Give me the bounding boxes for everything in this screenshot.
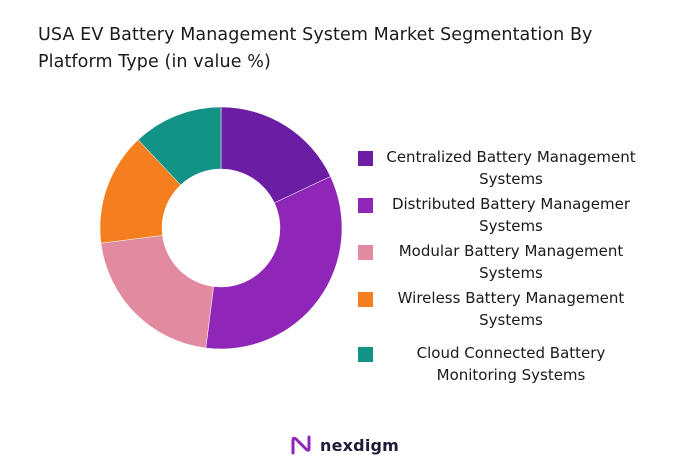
donut-slices bbox=[99, 106, 343, 350]
legend-item-centralized: Centralized Battery Management Systems bbox=[358, 146, 668, 193]
legend-item-cloud: Cloud Connected Battery Monitoring Syste… bbox=[358, 342, 668, 389]
donut-slice-2 bbox=[205, 176, 343, 350]
legend-swatch bbox=[358, 151, 373, 166]
brand-name: nexdigm bbox=[320, 435, 400, 455]
legend-item-modular: Modular Battery Management Systems bbox=[358, 240, 668, 287]
brand-footer: nexdigm bbox=[290, 433, 399, 457]
legend-swatch bbox=[358, 245, 373, 260]
donut-slice-5 bbox=[137, 106, 222, 186]
legend-swatch bbox=[358, 347, 373, 362]
legend-item-distributed: Distributed Battery Managemer Systems bbox=[358, 193, 668, 240]
nexdigm-logo-icon bbox=[291, 435, 311, 455]
legend-label: Wireless Battery Management Systems bbox=[397, 289, 625, 329]
donut-slice-3 bbox=[100, 235, 214, 349]
legend-label: Centralized Battery Management Systems bbox=[386, 148, 636, 188]
legend-label: Modular Battery Management Systems bbox=[398, 242, 624, 282]
legend-swatch bbox=[358, 292, 373, 307]
legend-swatch bbox=[358, 198, 373, 213]
chart-title: USA EV Battery Management System Market … bbox=[38, 25, 593, 72]
legend-item-wireless: Wireless Battery Management Systems bbox=[358, 287, 668, 334]
legend-label: Distributed Battery Managemer Systems bbox=[391, 195, 631, 235]
chart-legend: Centralized Battery Management Systems D… bbox=[358, 146, 668, 389]
legend-label: Cloud Connected Battery Monitoring Syste… bbox=[416, 344, 606, 384]
